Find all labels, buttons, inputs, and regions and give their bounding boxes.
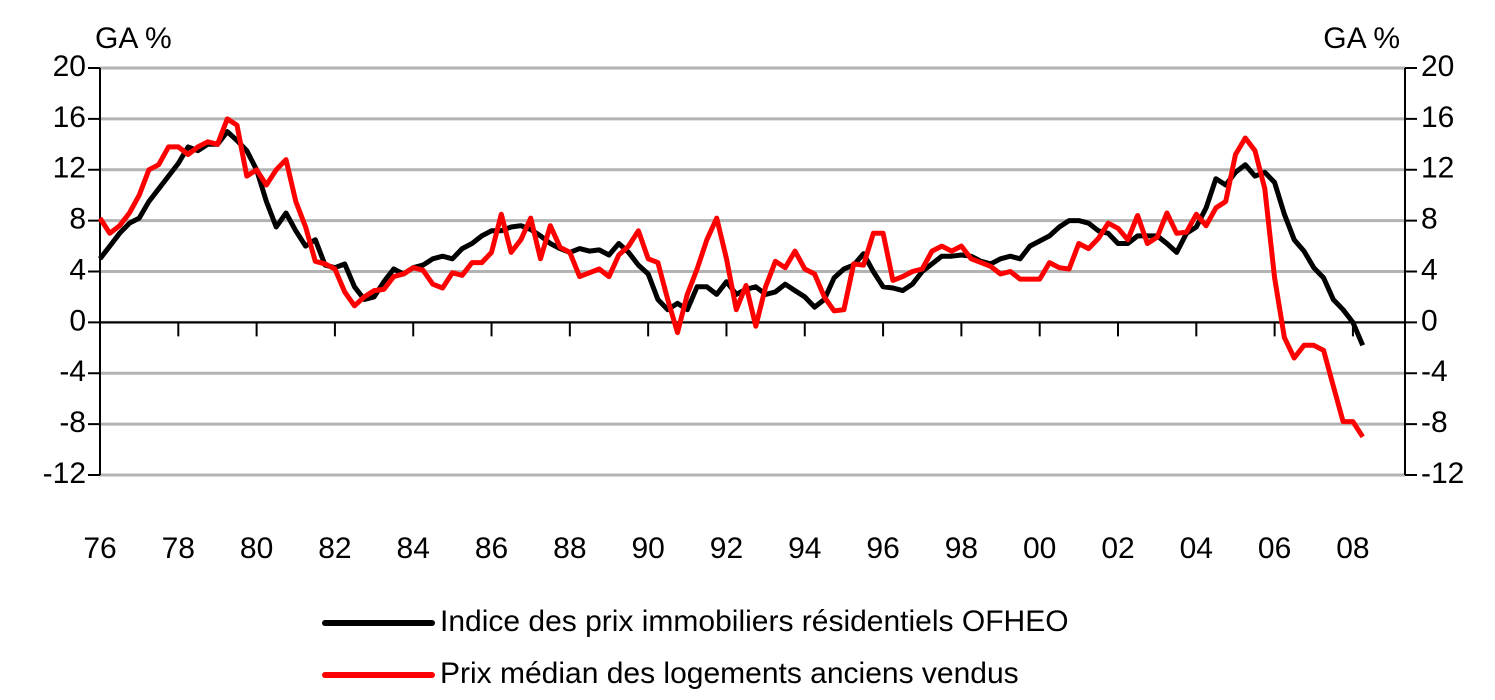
y2-axis-label: GA % — [1323, 22, 1400, 55]
x-tick-label: 96 — [866, 532, 899, 565]
y2-tick-label: 4 — [1421, 253, 1438, 286]
x-tick-label: 86 — [475, 532, 508, 565]
y-tick-label: 0 — [69, 304, 86, 337]
x-tick-label: 90 — [631, 532, 664, 565]
y-tick-label: -12 — [43, 457, 86, 490]
x-tick-label: 02 — [1101, 532, 1134, 565]
y2-tick-label: -8 — [1421, 406, 1448, 439]
y2-tick-label: 0 — [1421, 304, 1438, 337]
x-tick-label: 98 — [945, 532, 978, 565]
legend-label: Indice des prix immobiliers résidentiels… — [440, 605, 1069, 638]
x-tick-label: 78 — [162, 532, 195, 565]
x-tick-label: 80 — [240, 532, 273, 565]
x-tick-label: 94 — [788, 532, 821, 565]
y-tick-label: 16 — [53, 101, 86, 134]
x-tick-label: 08 — [1336, 532, 1369, 565]
series-line — [97, 116, 1365, 439]
y2-tick-label: 12 — [1421, 152, 1454, 185]
y-axis-label: GA % — [95, 22, 172, 55]
y2-tick-label: -4 — [1421, 355, 1448, 388]
y2-tick-label: 20 — [1421, 50, 1454, 83]
x-tick-label: 88 — [553, 532, 586, 565]
x-tick-label: 76 — [83, 532, 116, 565]
y-tick-label: 8 — [69, 203, 86, 236]
x-tick-label: 06 — [1258, 532, 1291, 565]
x-tick-label: 92 — [710, 532, 743, 565]
y-tick-label: 20 — [53, 50, 86, 83]
y-tick-label: -4 — [59, 355, 86, 388]
x-tick-label: 82 — [318, 532, 351, 565]
y-tick-label: -8 — [59, 406, 86, 439]
legend-label: Prix médian des logements anciens vendus — [440, 657, 1019, 690]
y2-tick-label: 16 — [1421, 101, 1454, 134]
x-tick-label: 00 — [1023, 532, 1056, 565]
x-tick-label: 84 — [397, 532, 430, 565]
y-tick-label: 4 — [69, 253, 86, 286]
y-tick-label: 12 — [53, 152, 86, 185]
x-tick-label: 04 — [1180, 532, 1213, 565]
y2-tick-label: -12 — [1421, 457, 1464, 490]
y2-tick-label: 8 — [1421, 203, 1438, 236]
